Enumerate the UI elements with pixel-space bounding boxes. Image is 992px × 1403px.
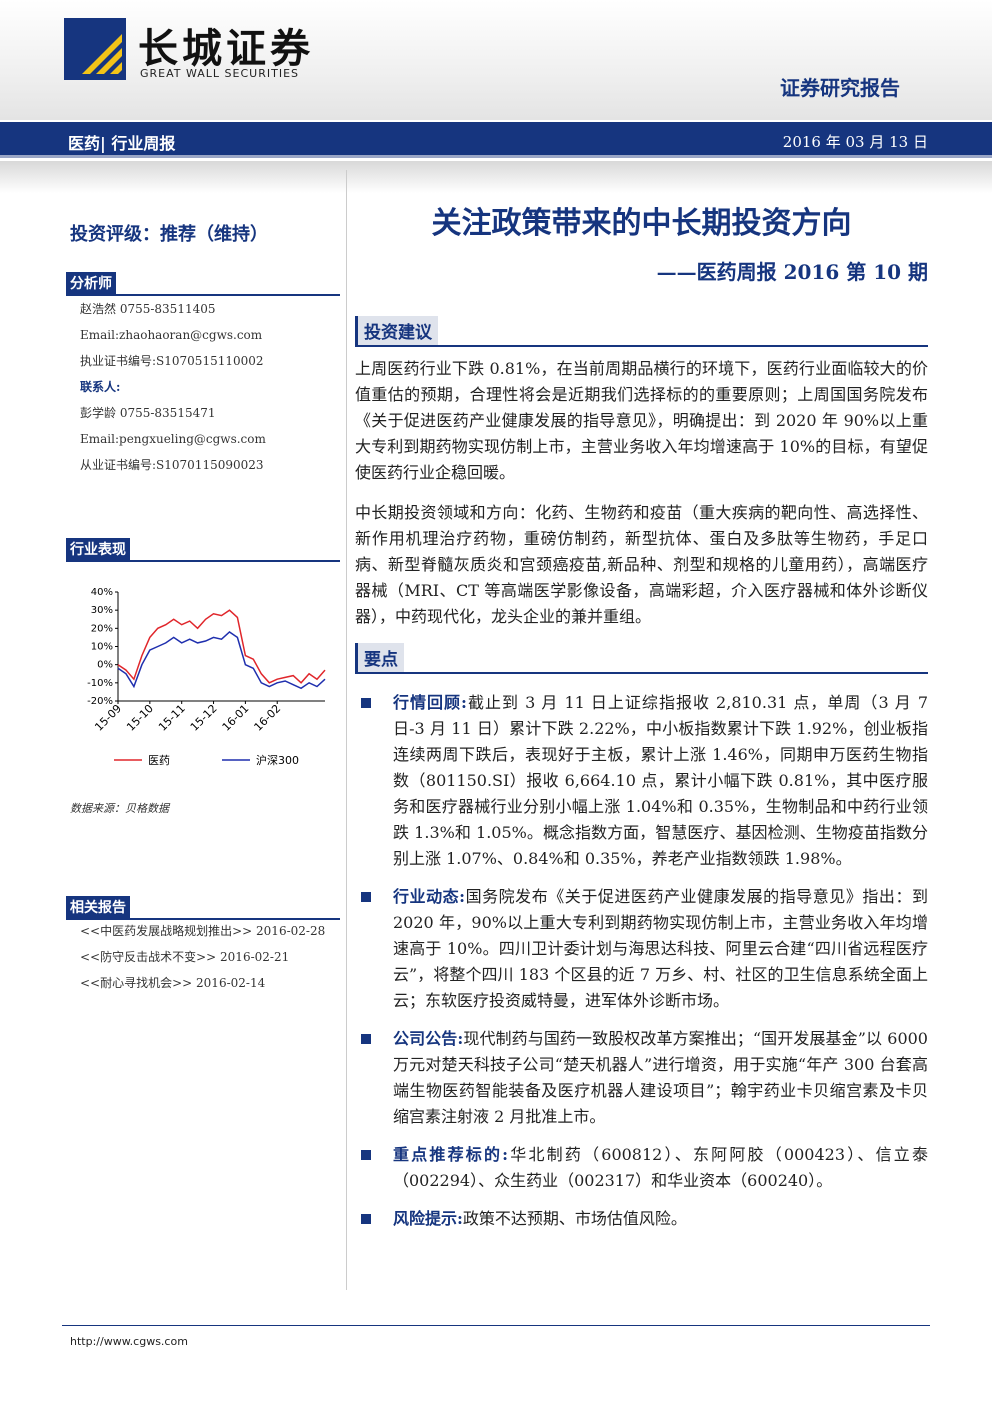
- x-tick-label: 15-11: [156, 702, 188, 734]
- related: <<中医药发展战略规划推出>> 2016-02-28 <<防守反击战术不变>> …: [80, 918, 325, 996]
- bullets: 行情回顾:截止到 3 月 11 日上证综指报收 2,810.31 点，单周（3 …: [355, 690, 928, 1244]
- bullet-marker: [361, 1214, 371, 1224]
- date: 2016 年 03 月 13 日: [782, 133, 928, 151]
- bullet-text: 国务院发布《关于促进医药产业健康发展的指导意见》指出：到 2020 年，90%以…: [393, 887, 928, 1010]
- analyst-heading: 分析师: [66, 272, 116, 294]
- subsector: 行业周报: [111, 134, 176, 153]
- bullet-label: 风险提示:: [393, 1209, 463, 1228]
- analyst-line: 执业证书编号:S1070515110002: [80, 354, 264, 368]
- y-tick-label: 0%: [97, 660, 113, 671]
- analysts: 赵浩然 0755-83511405 Email:zhaohaoran@cgws.…: [80, 296, 266, 478]
- legend-label: 医药: [148, 754, 170, 767]
- y-tick-label: 10%: [91, 642, 113, 653]
- y-tick-label: 20%: [91, 623, 113, 634]
- related-head: 相关报告: [66, 896, 340, 920]
- header-bg: [0, 0, 992, 120]
- sector: 医药| 行业周报: [68, 130, 175, 154]
- series-line: [117, 631, 326, 690]
- subtitle: ——医药周报 2016 第 10 期: [656, 260, 928, 284]
- y-tick-label: 40%: [91, 587, 113, 598]
- bullet-label: 行业动态:: [393, 887, 466, 906]
- paragraph: 中长期投资领域和方向：化药、生物药和疫苗（重大疾病的靶向性、高选择性、新作用机理…: [355, 503, 928, 626]
- section-heading: 投资建议: [355, 316, 438, 345]
- contact-line: Email:pengxueling@cgws.com: [80, 432, 266, 446]
- bullet: 重点推荐标的:华北制药（600812）、东阿阿胶（000423）、信立泰（002…: [355, 1142, 928, 1194]
- contact-line: 从业证书编号:S1070115090023: [80, 458, 264, 472]
- x-tick-label: 16-01: [220, 702, 252, 734]
- band: [0, 122, 992, 158]
- footer-url: http://www.cgws.com: [70, 1335, 188, 1348]
- bullet-label: 公司公告:: [393, 1029, 464, 1048]
- bullet-label: 重点推荐标的:: [393, 1145, 509, 1164]
- rating: 投资评级：推荐（维持）: [70, 224, 268, 245]
- related-item: <<中医药发展战略规划推出>> 2016-02-28: [80, 924, 326, 938]
- footer-line: [62, 1325, 930, 1326]
- series-line: [117, 609, 326, 684]
- divider: [346, 170, 347, 1290]
- analyst-line: Email:zhaohaoran@cgws.com: [80, 328, 263, 342]
- bullet-text: 现代制药与国药一致股权改革方案推出；“国开发展基金”以 6000 万元对楚天科技…: [393, 1029, 928, 1126]
- contact-heading: 联系人:: [80, 380, 121, 394]
- analyst-head: 分析师: [66, 272, 340, 296]
- x-tick-label: 16-02: [252, 702, 284, 734]
- related-item: <<耐心寻找机会>> 2016-02-14: [80, 976, 266, 990]
- chart: -20%-10%0%10%20%30%40%15-09 15-10 15-11 15-…: [87, 587, 326, 767]
- bullet-body: 公司公告:现代制药与国药一致股权改革方案推出；“国开发展基金”以 6000 万元…: [393, 1026, 928, 1130]
- performance-heading: 行业表现: [66, 538, 130, 560]
- bullet-text: 截止到 3 月 11 日上证综指报收 2,810.31 点，单周（3 月 7 日…: [393, 693, 928, 868]
- legend-label: 沪深300: [256, 753, 299, 767]
- sector-name: 医药|: [68, 134, 106, 153]
- related-heading: 相关报告: [66, 896, 130, 918]
- title: 关注政策带来的中长期投资方向: [431, 206, 852, 241]
- bullet-marker: [361, 892, 371, 902]
- logo-mark: [64, 18, 126, 80]
- bullet-marker: [361, 1034, 371, 1044]
- sec1-head: 投资建议: [355, 316, 928, 347]
- bullet: 风险提示:政策不达预期、市场估值风险。: [355, 1206, 928, 1232]
- bullet-text: 政策不达预期、市场估值风险。: [462, 1209, 687, 1228]
- bullet-label: 行情回顾:: [393, 693, 467, 712]
- bullet-marker: [361, 698, 371, 708]
- bullet: 行业动态:国务院发布《关于促进医药产业健康发展的指导意见》指出：到 2020 年…: [355, 884, 928, 1014]
- bullet-body: 重点推荐标的:华北制药（600812）、东阿阿胶（000423）、信立泰（002…: [393, 1142, 928, 1194]
- bullet-text: 华北制药（600812）、东阿阿胶（000423）、信立泰（002294）、众生…: [393, 1145, 928, 1190]
- x-tick-label: 15-10: [124, 702, 156, 734]
- y-tick-label: -10%: [87, 678, 113, 689]
- bullet: 公司公告:现代制药与国药一致股权改革方案推出；“国开发展基金”以 6000 万元…: [355, 1026, 928, 1130]
- analyst-line: 赵浩然 0755-83511405: [80, 302, 216, 316]
- y-tick-label: -20%: [87, 696, 113, 707]
- section-heading: 要点: [355, 643, 404, 672]
- bullet-body: 风险提示:政策不达预期、市场估值风险。: [393, 1206, 687, 1232]
- shade: [0, 161, 992, 193]
- bullet: 行情回顾:截止到 3 月 11 日上证综指报收 2,810.31 点，单周（3 …: [355, 690, 928, 872]
- related-item: <<防守反击战术不变>> 2016-02-21: [80, 950, 290, 964]
- bullet-body: 行业动态:国务院发布《关于促进医药产业健康发展的指导意见》指出：到 2020 年…: [393, 884, 928, 1014]
- x-tick-label: 15-12: [188, 702, 220, 734]
- bullet-body: 行情回顾:截止到 3 月 11 日上证综指报收 2,810.31 点，单周（3 …: [393, 690, 928, 872]
- report-type: 证券研究报告: [780, 76, 900, 100]
- logo-cn: 长城证券: [138, 25, 314, 72]
- perf-head: 行业表现: [66, 538, 340, 562]
- bullet-marker: [361, 1150, 371, 1160]
- logo-en: GREAT WALL SECURITIES: [140, 67, 300, 80]
- sec2-head: 要点: [355, 643, 928, 674]
- paragraph: 上周医药行业下跌 0.81%，在当前周期品横行的环境下，医药行业面临较大的价值重…: [355, 359, 928, 482]
- paragraphs: 上周医药行业下跌 0.81%，在当前周期品横行的环境下，医药行业面临较大的价值重…: [355, 356, 928, 644]
- source: 数据来源：贝格数据: [70, 802, 169, 815]
- contact-line: 彭学龄 0755-83515471: [80, 406, 216, 420]
- y-tick-label: 30%: [91, 605, 113, 616]
